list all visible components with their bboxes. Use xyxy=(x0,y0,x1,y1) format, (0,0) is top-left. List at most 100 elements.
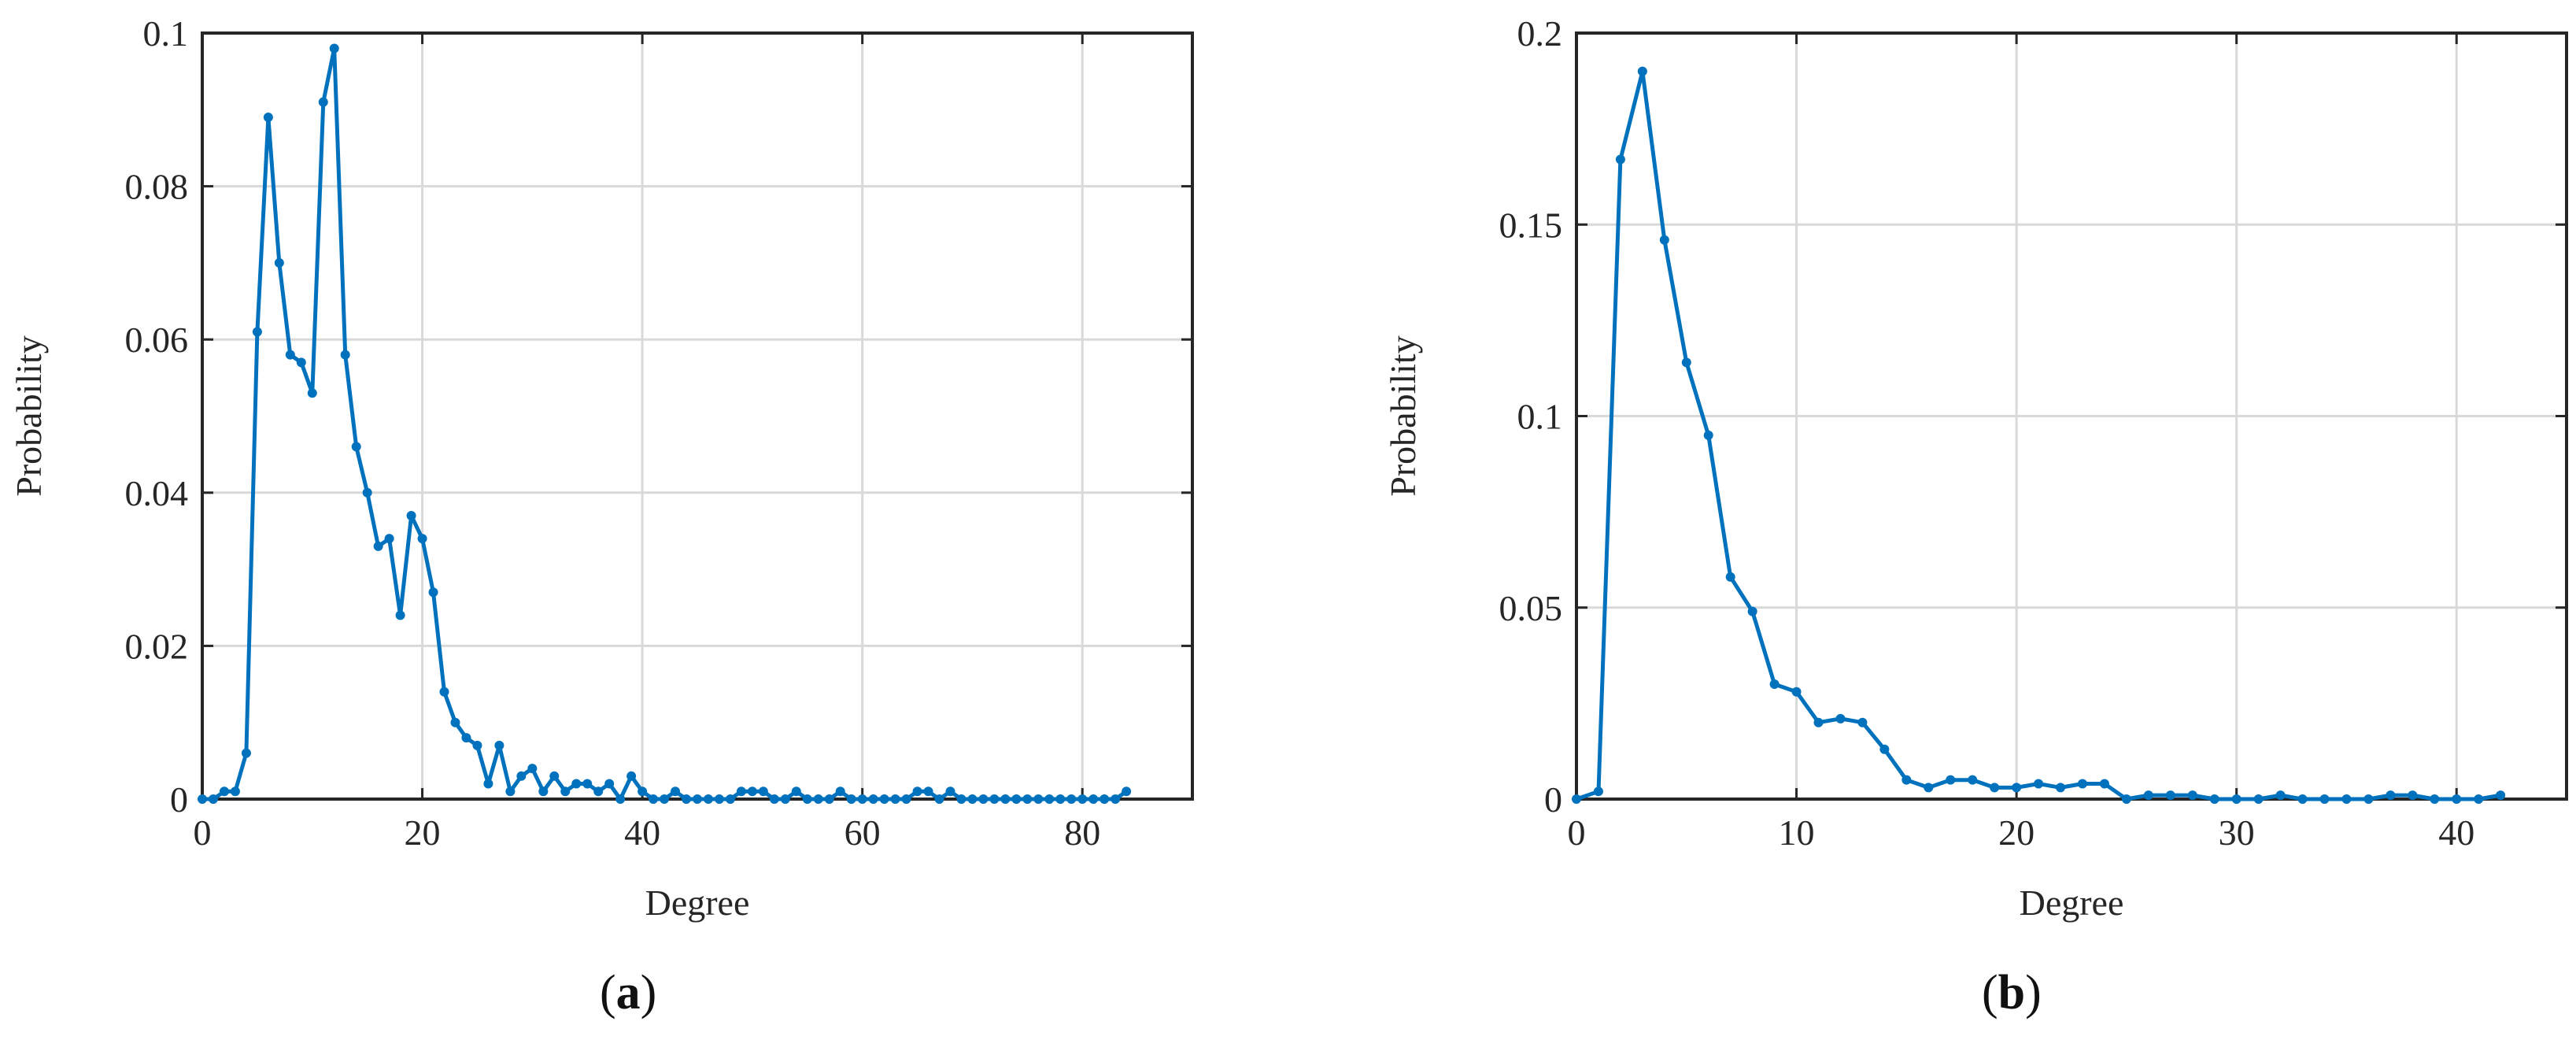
panel-b-xtick-label: 10 xyxy=(1779,812,1815,853)
panel-b-ytick-label: 0 xyxy=(1544,779,1562,820)
panel-a-data-point xyxy=(406,510,416,520)
panel-a-data-point xyxy=(693,794,702,804)
panel-a-data-point xyxy=(769,794,779,804)
panel-b-data-point xyxy=(1703,430,1713,440)
panel-b-ytick-label: 0.2 xyxy=(1517,13,1563,54)
panel-a-data-point xyxy=(549,771,560,781)
panel-a-data-point xyxy=(428,587,438,598)
panel-b-data-point xyxy=(1813,717,1824,727)
panel-a-data-point xyxy=(241,748,251,758)
panel-a-data-point xyxy=(780,794,790,804)
panel-a-data-point xyxy=(1122,786,1132,797)
panel-a-data-point xyxy=(1033,794,1044,804)
panel-a-data-point xyxy=(978,794,989,804)
panel-b-data-point xyxy=(1835,713,1846,724)
panel-a-data-point xyxy=(198,794,207,804)
panel-a-data-point xyxy=(879,794,889,804)
panel-a-data-point xyxy=(923,786,933,797)
panel-a-data-point xyxy=(791,786,801,797)
panel-b-ytick-label: 0.1 xyxy=(1517,397,1563,437)
panel-a-data-point xyxy=(494,740,504,750)
panel-a-data-point xyxy=(505,786,516,797)
panel-a-data-point xyxy=(671,786,681,797)
panel-a-data-point xyxy=(736,786,746,797)
panel-b-data-point xyxy=(1946,775,1956,785)
panel-a-data-point xyxy=(956,794,966,804)
panel-b-data-point xyxy=(2386,790,2396,801)
panel-b-data-point xyxy=(1791,687,1802,697)
panel-a-ytick-label: 0.08 xyxy=(125,167,189,207)
panel-b-data-point xyxy=(2231,794,2242,804)
panel-b-data-point xyxy=(1637,66,1647,76)
panel-b-data-point xyxy=(1879,744,1890,754)
panel-a-data-point xyxy=(747,786,757,797)
panel-a-data-point xyxy=(593,786,604,797)
panel-b-data-point xyxy=(2363,794,2374,804)
panel-b-data-point xyxy=(2012,783,2022,793)
panel-b-data-point xyxy=(1902,775,1912,785)
panel-b-data-point xyxy=(2099,779,2109,789)
panel-b-data-point xyxy=(2077,779,2087,789)
panel-a-xtick-label: 60 xyxy=(844,812,881,853)
panel-a-data-point xyxy=(373,541,383,551)
panel-a-data-point xyxy=(1022,794,1033,804)
panel-a-xtick-label: 40 xyxy=(624,812,660,853)
panel-a-ylabel: Probability xyxy=(9,335,49,496)
panel-b-xtick-label: 0 xyxy=(1568,812,1586,853)
panel-b-data-point xyxy=(1681,357,1691,368)
panel-a-data-point xyxy=(945,786,955,797)
panel-a-data-point xyxy=(461,733,471,743)
panel-a-data-point xyxy=(1066,794,1077,804)
panel-b-data-point xyxy=(2165,790,2175,801)
panel-a-data-point xyxy=(901,794,911,804)
panel-a-series-line xyxy=(200,46,1129,801)
panel-a-data-point xyxy=(417,534,427,544)
panel-a-data-point xyxy=(538,786,549,797)
panel-a-data-point xyxy=(1011,794,1022,804)
panel-a-data-point xyxy=(989,794,1000,804)
panel-a-data-point xyxy=(1100,794,1110,804)
panel-b-data-point xyxy=(2319,794,2330,804)
panel-a-data-point xyxy=(714,794,724,804)
panel-b-data-point xyxy=(2275,790,2286,801)
panel-b-data-point xyxy=(2430,794,2440,804)
panel-a-data-point xyxy=(912,786,922,797)
panel-a-data-point xyxy=(802,794,812,804)
panel-b-data-point xyxy=(1924,783,1934,793)
panel-b-data-point xyxy=(2341,794,2352,804)
panel-a-data-point xyxy=(1055,794,1066,804)
panel-b-data-point xyxy=(2034,779,2044,789)
panel-a-data-point xyxy=(527,764,538,774)
panel-a-data-point xyxy=(824,794,834,804)
panel-a-plot: 0 20 40 60 80 0 0.02 0.04 0.06 0.08 0.1 Degree Proba… xyxy=(9,13,1194,923)
panel-b-caption: (b) xyxy=(1982,966,2042,1020)
panel-a-data-point xyxy=(340,350,350,360)
panel-a-data-point xyxy=(626,771,637,781)
panel-b-data-point xyxy=(2209,794,2219,804)
panel-a-data-point xyxy=(846,794,856,804)
panel-a-data-point xyxy=(472,740,482,750)
panel-b-xtick-label: 40 xyxy=(2438,812,2474,853)
panel-a-data-point xyxy=(208,794,218,804)
panel-a-data-point xyxy=(571,779,582,789)
panel-a-caption: (a) xyxy=(600,966,657,1020)
panel-b-xtick-label: 20 xyxy=(1998,812,2035,853)
panel-a-data-point xyxy=(450,717,460,727)
panel-b-data-point xyxy=(2452,794,2462,804)
panel-a-data-point xyxy=(638,786,648,797)
panel-a-data-point xyxy=(274,257,284,268)
panel-a-data-point xyxy=(1111,794,1121,804)
panel-a-data-point xyxy=(813,794,823,804)
panel-a-data-point xyxy=(582,779,593,789)
panel-a-data-point xyxy=(934,794,944,804)
panel-a-data-point xyxy=(252,327,262,337)
panel-a-data-point xyxy=(351,442,361,452)
panel-b-data-point xyxy=(1593,786,1603,797)
panel-a-data-point xyxy=(682,794,692,804)
panel-a-data-point xyxy=(384,534,394,544)
panel-b-plot: 0 10 20 30 40 0 0.05 0.1 0.15 0.2 Degree Probabilit… xyxy=(1383,13,2568,923)
panel-a-data-point xyxy=(230,786,240,797)
panel-a-data-point xyxy=(285,350,295,360)
panel-a-data-point xyxy=(439,687,449,697)
